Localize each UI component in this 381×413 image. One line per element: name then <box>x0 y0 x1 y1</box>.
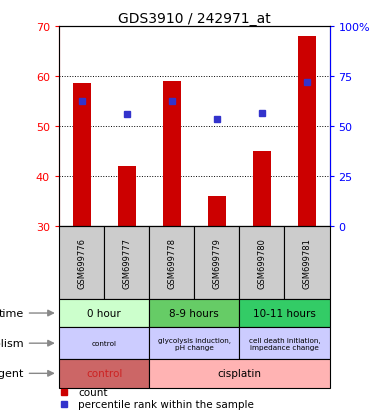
Text: 8-9 hours: 8-9 hours <box>170 308 219 318</box>
Bar <box>59 328 149 359</box>
Bar <box>149 226 194 299</box>
Bar <box>239 328 330 359</box>
Bar <box>104 226 149 299</box>
Text: GSM699779: GSM699779 <box>212 237 221 288</box>
Bar <box>285 226 330 299</box>
Text: percentile rank within the sample: percentile rank within the sample <box>78 399 254 409</box>
Text: GSM699781: GSM699781 <box>303 237 312 288</box>
Bar <box>59 226 104 299</box>
Text: count: count <box>78 387 107 397</box>
Bar <box>149 328 239 359</box>
Bar <box>208 196 226 226</box>
Text: control: control <box>92 340 117 347</box>
Text: 10-11 hours: 10-11 hours <box>253 308 316 318</box>
Text: metabolism: metabolism <box>0 338 24 348</box>
Bar <box>239 299 330 328</box>
Bar <box>194 226 239 299</box>
Text: cisplatin: cisplatin <box>218 368 261 378</box>
Bar <box>118 166 136 226</box>
Text: cell death initiation,
impedance change: cell death initiation, impedance change <box>249 337 320 350</box>
Bar <box>59 299 149 328</box>
Bar <box>163 82 181 226</box>
Bar <box>298 37 316 226</box>
Text: GSM699780: GSM699780 <box>258 237 266 288</box>
Bar <box>149 299 239 328</box>
Text: control: control <box>86 368 122 378</box>
Text: agent: agent <box>0 368 24 378</box>
Bar <box>239 226 285 299</box>
Bar <box>72 84 91 226</box>
Bar <box>149 359 330 388</box>
Bar <box>59 359 149 388</box>
Title: GDS3910 / 242971_at: GDS3910 / 242971_at <box>118 12 271 26</box>
Bar <box>253 152 271 226</box>
Text: GSM699778: GSM699778 <box>167 237 176 288</box>
Text: 0 hour: 0 hour <box>87 308 121 318</box>
Text: GSM699777: GSM699777 <box>122 237 131 288</box>
Text: GSM699776: GSM699776 <box>77 237 86 288</box>
Text: glycolysis induction,
pH change: glycolysis induction, pH change <box>158 337 231 350</box>
Text: time: time <box>0 308 24 318</box>
